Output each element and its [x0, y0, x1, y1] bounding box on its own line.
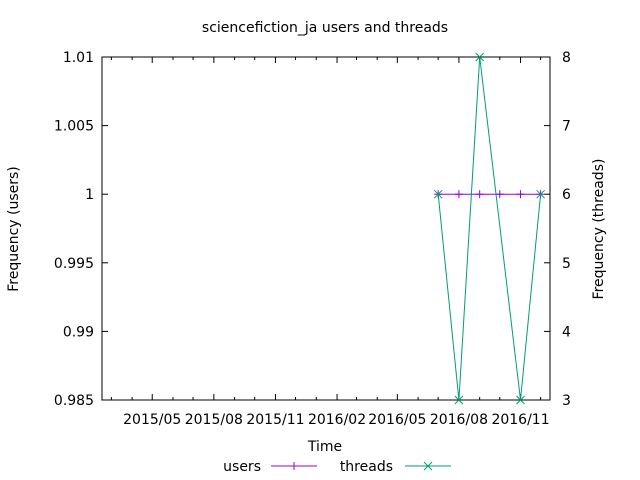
x-tick-label: 2016/08 — [430, 412, 488, 428]
y-right-tick-label: 8 — [562, 50, 571, 66]
x-tick-label: 2016/11 — [491, 412, 549, 428]
point-users — [495, 190, 504, 199]
x-tick-label: 2016/05 — [368, 412, 426, 428]
y-right-tick-label: 5 — [562, 256, 571, 272]
y-axis-left-title: Frequency (users) — [6, 166, 22, 292]
y-right-tick-label: 7 — [562, 119, 571, 135]
y-left-tick-label: 0.99 — [63, 324, 94, 340]
y-left-tick-label: 1.005 — [54, 119, 94, 135]
x-tick-label: 2015/05 — [123, 412, 181, 428]
chart-title: sciencefiction_ja users and threads — [202, 20, 448, 36]
point-threads — [433, 189, 443, 199]
x-axis: 2015/05 2015/08 2015/11 2016/02 2016/05 2016/… — [110, 57, 550, 428]
point-users — [475, 190, 484, 199]
series-line-threads — [437, 56, 542, 401]
legend-marker-users — [290, 462, 298, 470]
plot-frame — [101, 56, 551, 401]
legend-marker-threads — [423, 461, 433, 471]
x-tick-label: 2015/08 — [185, 412, 243, 428]
legend: users threads — [223, 459, 451, 475]
y-left-tick-label: 0.995 — [54, 256, 94, 272]
point-threads — [516, 395, 525, 405]
y-axis-right: 3 4 5 6 7 8 — [544, 50, 571, 409]
y-right-tick-label: 6 — [562, 187, 571, 203]
y-left-tick-label: 1 — [85, 187, 94, 203]
y-left-tick-label: 0.985 — [54, 393, 94, 409]
y-right-tick-label: 3 — [562, 393, 571, 409]
point-threads — [454, 395, 464, 405]
point-users — [516, 190, 525, 199]
y-axis-left: 0.985 0.99 0.995 1 1.005 1.01 — [54, 50, 108, 409]
y-left-tick-label: 1.01 — [63, 50, 94, 66]
x-tick-label: 2016/02 — [308, 412, 366, 428]
legend-label-threads: threads — [340, 459, 393, 475]
series-layer — [433, 52, 545, 405]
y-right-tick-label: 4 — [562, 324, 571, 340]
legend-label-users: users — [223, 459, 261, 475]
point-threads — [475, 52, 485, 62]
x-tick-label: 2015/11 — [246, 412, 304, 428]
x-axis-title: Time — [307, 439, 342, 455]
y-axis-right-title: Frequency (threads) — [591, 159, 607, 300]
point-threads — [536, 189, 545, 199]
point-users — [454, 190, 463, 199]
